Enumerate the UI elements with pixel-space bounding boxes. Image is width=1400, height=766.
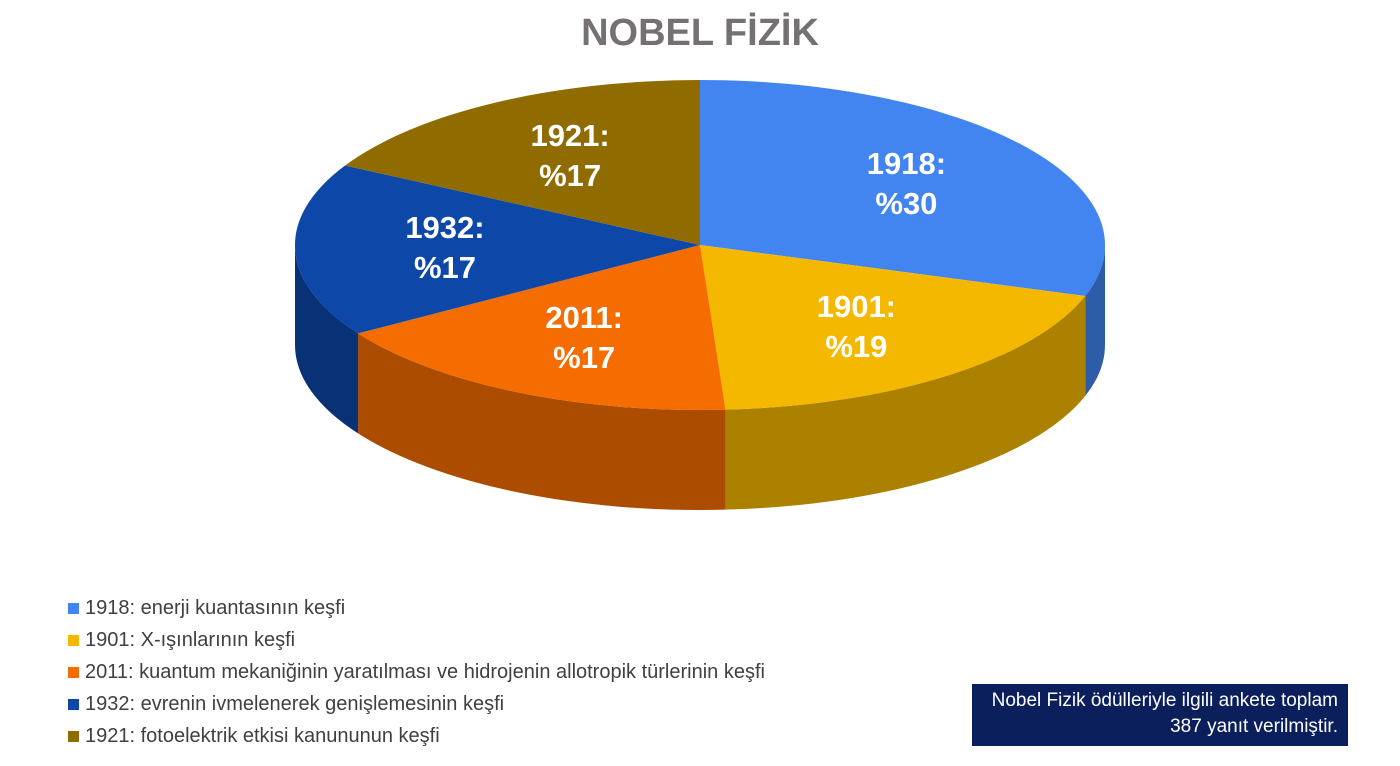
legend-swatch [68, 666, 79, 678]
legend-item: 1921: fotoelektrik etkisi kanununun keşf… [68, 720, 765, 752]
data-label: 1932: %17 [405, 210, 485, 286]
legend-swatch [68, 634, 79, 646]
data-label: 1921: %17 [530, 117, 610, 193]
legend-label: 2011: kuantum mekaniğinin yaratılması ve… [85, 660, 765, 683]
legend-label: 1901: X-ışınlarının keşfi [85, 628, 296, 651]
legend-item: 1918: enerji kuantasının keşfi [68, 592, 765, 624]
legend-label: 1921: fotoelektrik etkisi kanununun keşf… [85, 724, 440, 747]
legend-swatch [68, 698, 79, 710]
annotation: Nobel Fizik ödülleriyle ilgili ankete to… [972, 684, 1348, 746]
legend-item: 1932: evrenin ivmelenerek genişlemesinin… [68, 688, 765, 720]
data-label: 1901: %19 [816, 289, 897, 365]
data-label: 2011: %17 [545, 299, 623, 375]
data-label: 1918: %30 [866, 145, 947, 221]
chart-title: NOBEL FİZİK [581, 12, 819, 54]
slice-side [358, 333, 726, 510]
slice [294, 165, 700, 334]
legend-label: 1932: evrenin ivmelenerek genişlemesinin… [85, 692, 505, 715]
slice [358, 245, 726, 411]
legend-item: 1901: X-ışınlarının keşfi [68, 624, 765, 656]
slice-side [1085, 245, 1106, 396]
legend-item: 2011: kuantum mekaniğinin yaratılması ve… [68, 656, 765, 688]
slice [700, 80, 1105, 296]
slice [700, 245, 1086, 410]
legend: 1918: enerji kuantasının keşfi 1901: X-ış… [68, 592, 765, 752]
legend-label: 1918: enerji kuantasının keşfi [85, 596, 346, 619]
legend-swatch [68, 730, 79, 742]
slice-side [725, 295, 1086, 510]
slice-side [295, 245, 359, 434]
legend-swatch [68, 602, 79, 614]
slice [345, 80, 700, 245]
